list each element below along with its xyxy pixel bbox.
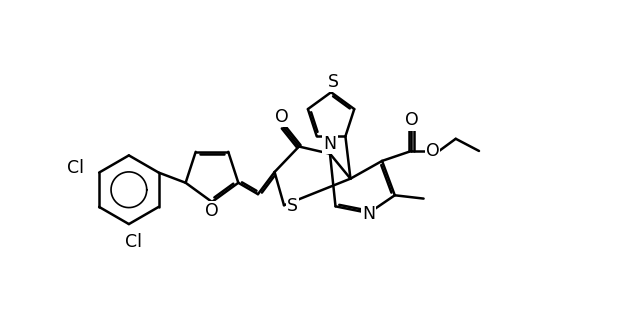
Text: O: O <box>426 142 439 160</box>
Text: O: O <box>205 202 219 220</box>
Text: Cl: Cl <box>125 233 142 251</box>
Text: S: S <box>287 198 298 215</box>
Text: O: O <box>275 108 289 126</box>
Text: S: S <box>328 73 339 91</box>
Text: Cl: Cl <box>67 159 84 177</box>
Text: N: N <box>362 205 375 223</box>
Text: N: N <box>323 135 337 153</box>
Text: O: O <box>404 111 419 130</box>
